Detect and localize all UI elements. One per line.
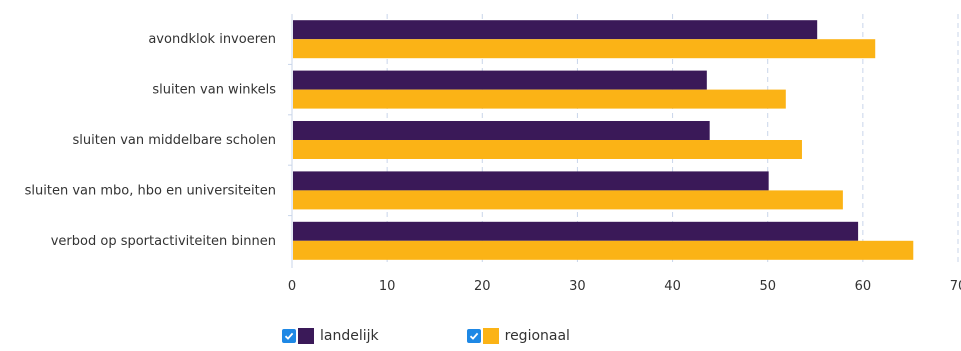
category-label: sluiten van middelbare scholen xyxy=(73,133,277,148)
x-tick-label: 50 xyxy=(759,279,776,294)
bar-regionaal-0[interactable] xyxy=(293,39,876,59)
bars xyxy=(293,20,914,260)
legend: landelijk regionaal xyxy=(282,328,570,344)
bar-regionaal-1[interactable] xyxy=(293,89,786,109)
x-tick-labels: 0 10 20 30 40 50 60 70 xyxy=(288,279,961,294)
legend-label-regionaal: regionaal xyxy=(504,328,570,344)
x-tick-label: 10 xyxy=(379,279,396,294)
bar-landelijk-4[interactable] xyxy=(293,221,859,241)
x-tick-label: 60 xyxy=(855,279,872,294)
bar-chart: avondklok invoeren sluiten van winkels slu… xyxy=(25,14,961,294)
bar-landelijk-0[interactable] xyxy=(293,20,818,40)
bar-regionaal-2[interactable] xyxy=(293,140,802,159)
legend-item-landelijk[interactable]: landelijk xyxy=(282,328,379,344)
legend-swatch-regionaal xyxy=(482,328,499,344)
x-tick-label: 70 xyxy=(950,279,961,294)
legend-swatch-landelijk xyxy=(298,328,314,344)
bar-landelijk-3[interactable] xyxy=(293,171,769,191)
checkbox-checked-icon[interactable] xyxy=(282,329,296,343)
checkbox-checked-icon[interactable] xyxy=(466,329,481,343)
category-label: sluiten van winkels xyxy=(152,83,276,98)
x-tick-label: 30 xyxy=(569,279,586,294)
bar-landelijk-2[interactable] xyxy=(293,121,710,140)
category-label: sluiten van mbo, hbo en universiteiten xyxy=(25,183,276,198)
category-label: verbod op sportactiviteiten binnen xyxy=(51,234,276,249)
x-tick-label: 0 xyxy=(288,279,296,294)
category-label: avondklok invoeren xyxy=(148,32,276,47)
bar-regionaal-4[interactable] xyxy=(293,240,914,260)
bar-regionaal-3[interactable] xyxy=(293,190,843,210)
category-labels: avondklok invoeren sluiten van winkels slu… xyxy=(25,32,277,249)
bar-landelijk-1[interactable] xyxy=(293,70,707,90)
legend-label-landelijk: landelijk xyxy=(320,328,379,344)
x-tick-label: 40 xyxy=(664,279,681,294)
axes xyxy=(288,14,293,268)
x-tick-label: 20 xyxy=(474,279,491,294)
legend-item-regionaal[interactable]: regionaal xyxy=(466,328,570,344)
